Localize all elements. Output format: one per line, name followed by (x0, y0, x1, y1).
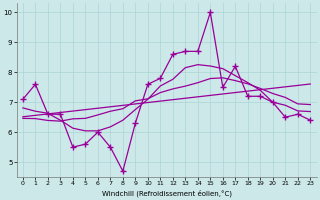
X-axis label: Windchill (Refroidissement éolien,°C): Windchill (Refroidissement éolien,°C) (101, 189, 232, 197)
